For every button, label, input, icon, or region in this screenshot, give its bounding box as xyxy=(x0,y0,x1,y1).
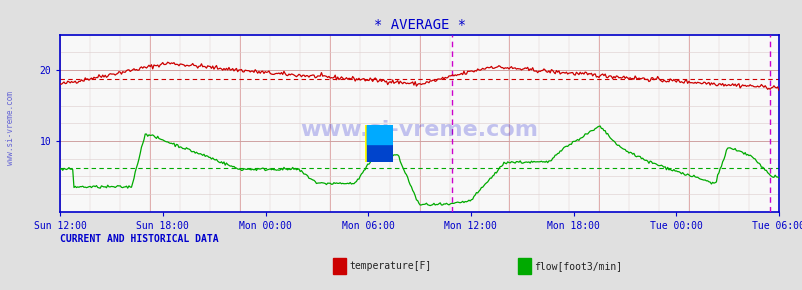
Text: temperature[F]: temperature[F] xyxy=(349,261,431,271)
Bar xyxy=(367,125,391,144)
Text: www.si-vreme.com: www.si-vreme.com xyxy=(6,90,15,165)
Text: www.si-vreme.com: www.si-vreme.com xyxy=(300,120,538,140)
Text: CURRENT AND HISTORICAL DATA: CURRENT AND HISTORICAL DATA xyxy=(60,234,219,244)
Text: flow[foot3/min]: flow[foot3/min] xyxy=(533,261,622,271)
Title: * AVERAGE *: * AVERAGE * xyxy=(373,18,465,32)
